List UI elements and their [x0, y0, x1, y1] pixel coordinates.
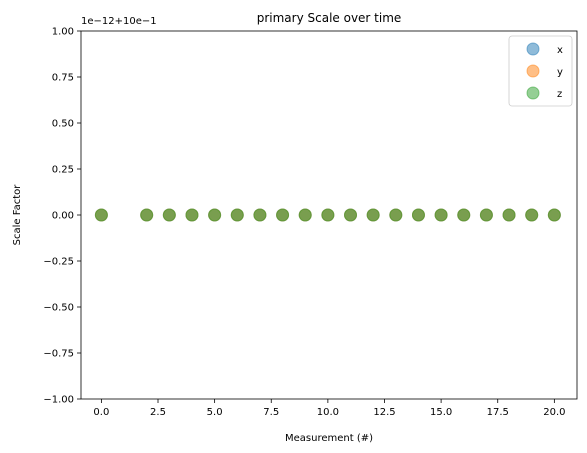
- data-point-z: [321, 208, 335, 222]
- x-tick-label: 7.5: [263, 407, 279, 418]
- data-point-z: [208, 208, 222, 222]
- data-point-z: [366, 208, 380, 222]
- x-tick-label: 5.0: [207, 407, 223, 418]
- data-point-z: [479, 208, 493, 222]
- data-point-z: [140, 208, 154, 222]
- data-point-z: [411, 208, 425, 222]
- x-tick-label: 0.0: [93, 407, 109, 418]
- legend-box: [508, 35, 573, 107]
- chart-title: primary Scale over time: [257, 11, 402, 25]
- legend-marker-y: [526, 64, 540, 78]
- y-tick-label: 0.75: [52, 73, 74, 84]
- legend-marker-z: [526, 86, 540, 100]
- legend-label-x: x: [557, 45, 563, 56]
- y-tick-label: −0.50: [43, 303, 74, 314]
- legend-marker-x: [526, 42, 540, 56]
- x-tick-label: 17.5: [487, 407, 509, 418]
- data-point-z: [185, 208, 199, 222]
- legend: xyz: [508, 35, 573, 107]
- data-point-z: [547, 208, 561, 222]
- data-point-z: [298, 208, 312, 222]
- y-axis-title: Scale Factor: [12, 184, 23, 246]
- y-tick-label: 0.00: [52, 211, 74, 222]
- y-tick-label: 1.00: [52, 27, 74, 38]
- data-point-z: [94, 208, 108, 222]
- data-point-z: [253, 208, 267, 222]
- data-point-z: [502, 208, 516, 222]
- x-axis-ticks: 0.0 2.5 5.0 7.5 10.0 12.5 15.0 17.5 20.0: [93, 399, 565, 418]
- x-tick-label: 15.0: [430, 407, 452, 418]
- legend-label-z: z: [557, 89, 562, 100]
- data-points: [94, 208, 561, 222]
- legend-label-y: y: [557, 67, 563, 78]
- data-point-z: [525, 208, 539, 222]
- x-tick-label: 12.5: [373, 407, 395, 418]
- data-point-z: [434, 208, 448, 222]
- x-tick-label: 20.0: [543, 407, 565, 418]
- y-tick-label: −0.75: [43, 349, 74, 360]
- x-tick-label: 10.0: [317, 407, 339, 418]
- data-point-z: [162, 208, 176, 222]
- x-axis-title: Measurement (#): [285, 433, 373, 444]
- data-point-z: [276, 208, 290, 222]
- data-point-z: [389, 208, 403, 222]
- y-offset-label: 1e−12+10e−1: [81, 16, 157, 27]
- plot-frame: [80, 30, 578, 400]
- y-tick-label: 0.25: [52, 165, 74, 176]
- data-point-z: [457, 208, 471, 222]
- y-tick-label: −0.25: [43, 257, 74, 268]
- y-tick-label: −1.00: [43, 395, 74, 406]
- y-axis-ticks: −1.00 −0.75 −0.50 −0.25 0.00 0.25 0.50 0.75 1.00: [43, 27, 81, 406]
- data-point-z: [230, 208, 244, 222]
- data-point-z: [344, 208, 358, 222]
- y-tick-label: 0.50: [52, 119, 74, 130]
- x-tick-label: 2.5: [150, 407, 166, 418]
